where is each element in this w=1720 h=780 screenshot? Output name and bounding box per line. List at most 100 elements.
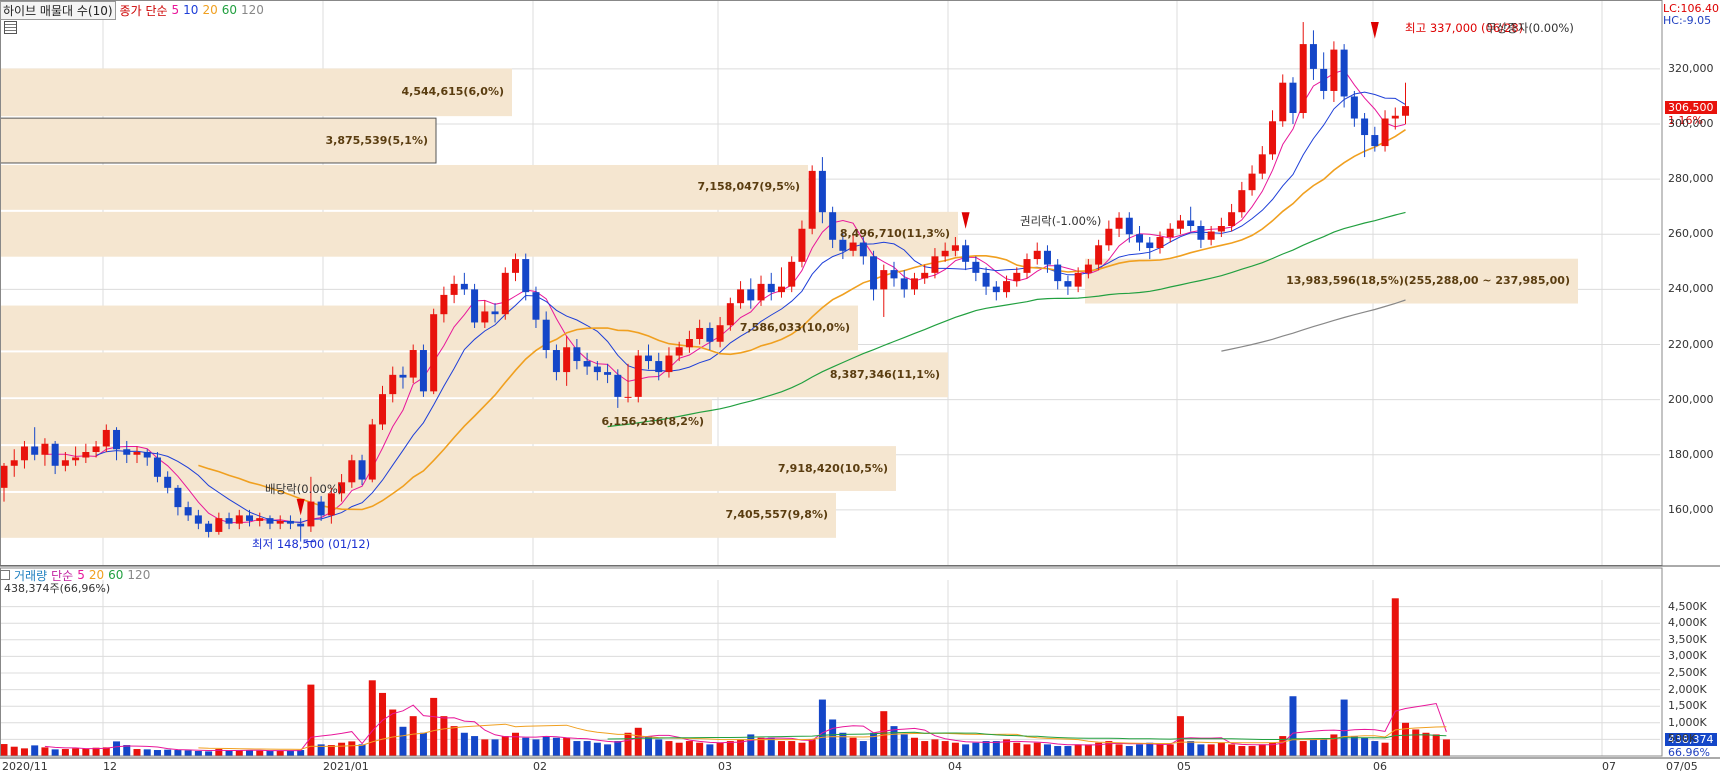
volume-bar (491, 739, 499, 756)
volume-bar (1115, 744, 1123, 756)
candle-body (215, 518, 223, 532)
volume-bar (1309, 739, 1317, 756)
rights-annotation: 권리락(-1.00%) (1020, 214, 1102, 228)
volume-bar (1258, 744, 1266, 756)
candle-body (522, 259, 530, 293)
x-axis-label: 12 (103, 760, 117, 773)
volume-icon[interactable] (0, 570, 10, 580)
volume-bar (1350, 736, 1358, 756)
volume-panel-frame (0, 567, 1663, 757)
candle-body (716, 325, 724, 342)
volume-bar (51, 749, 59, 756)
chart-frame (0, 0, 1720, 759)
volume-bar (430, 697, 438, 756)
candle-body (133, 452, 141, 455)
volume-bar (82, 748, 90, 756)
volume-bar (900, 734, 908, 756)
volume-bar (890, 726, 898, 756)
volume-bar (1330, 734, 1338, 756)
volume-profile-bar (0, 68, 512, 117)
current-change-tag: 1.16% (1668, 114, 1703, 127)
candle-body (1023, 259, 1031, 273)
ma-20-label: 20 (202, 3, 218, 17)
volume-bar (113, 741, 121, 756)
price-legend: 하이브 매물대 수(10) 종가 단순 5 10 20 60 120 (0, 0, 264, 20)
candle-body (941, 250, 949, 257)
candle-body (1033, 250, 1041, 260)
volume-bar (92, 747, 100, 756)
candle-body (1330, 49, 1338, 91)
volume-bar (133, 749, 141, 756)
volume-bar (348, 741, 356, 756)
candle-body (1258, 154, 1266, 174)
current-volume-pct-tag: 66.96% (1668, 746, 1710, 759)
current-volume-readout: 438,374주(66,96%) (4, 582, 111, 595)
candle-body (685, 339, 693, 348)
volume-bar (1003, 739, 1011, 756)
candle-body (1289, 82, 1297, 113)
volume-bar (338, 742, 346, 756)
volume-bar (788, 741, 796, 756)
candle-body (604, 372, 612, 375)
volume-bar (1412, 729, 1420, 756)
x-axis-label: 07 (1602, 760, 1616, 773)
candle-body (757, 283, 765, 301)
volume-axis-label: 4,500K (1668, 599, 1707, 613)
volume-bar (184, 750, 192, 756)
candle-body (1381, 118, 1389, 147)
volume-bar (1402, 722, 1410, 756)
candle-body (164, 476, 172, 488)
dividend-annotation: 배당락(0.00%) (265, 482, 343, 496)
candle-body (675, 347, 683, 356)
candle-body (1391, 115, 1399, 119)
candle-body (20, 446, 28, 461)
candle-body (51, 443, 59, 466)
vol-ma-120-label: 120 (127, 568, 151, 582)
candle-body (1166, 228, 1174, 238)
volume-bar (266, 751, 274, 756)
candle-body (1248, 173, 1256, 191)
candle-body (1299, 44, 1307, 113)
volume-bar (1422, 732, 1430, 756)
chart-title[interactable]: 하이브 매물대 수(10) (0, 0, 116, 20)
volume-axis-label: 3,500K (1668, 632, 1707, 646)
ma-60-label: 60 (221, 3, 238, 17)
candle-body (1269, 121, 1277, 155)
x-axis-label: 02 (533, 760, 547, 773)
candle-body (747, 289, 755, 301)
volume-bar (307, 684, 315, 756)
volume-bar (808, 739, 816, 756)
candle-body (0, 465, 8, 488)
volume-bar (563, 737, 571, 756)
volume-bar (512, 732, 519, 756)
candle-body (225, 518, 233, 524)
candle-body (665, 355, 673, 373)
table-icon[interactable] (4, 21, 17, 34)
candle-body (931, 256, 939, 273)
volume-bar (747, 734, 755, 756)
candle-body (542, 319, 550, 351)
price-axis-label: 180,000 (1668, 447, 1714, 461)
candle-body (440, 294, 448, 315)
volume-bar (1156, 744, 1164, 756)
volume-bar (1207, 744, 1215, 756)
candle-body (1187, 220, 1195, 226)
volume-bar (951, 742, 959, 756)
volume-bar (972, 742, 980, 756)
candle-body (1136, 234, 1144, 243)
volume-profile-label: 13,983,596(18,5%)(255,288,00 ~ 237,985,0… (1286, 274, 1570, 288)
volume-bar (941, 741, 949, 756)
volume-profile-label: 8,387,346(11,1%) (829, 367, 940, 381)
candle-body (890, 270, 898, 279)
volume-bar (143, 749, 151, 756)
volume-bar (1391, 598, 1399, 756)
volume-bar (1013, 742, 1021, 756)
volume-bar (317, 744, 325, 756)
candle-body (501, 272, 509, 315)
volume-profile-bar (0, 164, 808, 210)
volume-bar (286, 750, 294, 756)
volume-bar (123, 745, 131, 756)
volume-bar (256, 750, 264, 756)
candle-body (593, 366, 601, 373)
